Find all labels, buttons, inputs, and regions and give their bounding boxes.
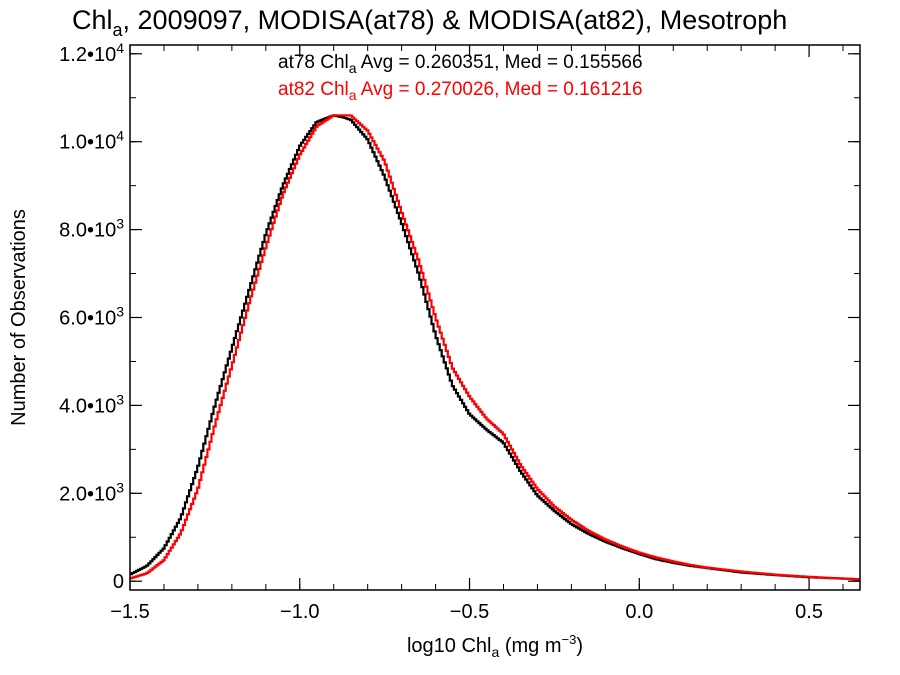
chart-title-base: Chl	[72, 5, 113, 35]
x-tick-label: −1.5	[110, 601, 149, 623]
y-tick-label: 1.0•104	[59, 128, 124, 154]
y-tick-label: 1.2•104	[59, 40, 124, 66]
chart-title: Chla, 2009097, MODISA(at78) & MODISA(at8…	[72, 5, 787, 40]
y-tick-label: 4.0•103	[59, 391, 124, 417]
annotation-at78: at78 Chla Avg = 0.260351, Med = 0.155566	[278, 52, 643, 76]
y-tick-label: 2.0•103	[59, 479, 124, 505]
x-tick-label: 0.0	[625, 601, 653, 623]
x-tick-label: 0.5	[795, 601, 823, 623]
x-tick-label: −0.5	[450, 601, 489, 623]
annotation-at82: at82 Chla Avg = 0.270026, Med = 0.161216	[278, 79, 643, 103]
annotation-layer: at78 Chla Avg = 0.260351, Med = 0.155566…	[278, 52, 643, 103]
x-axis-label: log10 Chla (mg m−3)	[407, 632, 583, 660]
y-tick-label: 6.0•103	[59, 304, 124, 330]
plot-frame	[129, 44, 861, 591]
x-axis-label-units: (mg m	[499, 635, 561, 657]
series-layer	[130, 114, 861, 581]
series-at82-line	[130, 114, 861, 581]
chart-title-rest: , 2009097, MODISA(at78) & MODISA(at82), …	[123, 5, 788, 35]
y-tick-label: 8.0•103	[59, 216, 124, 242]
x-tick-label: −1.0	[280, 601, 319, 623]
x-axis-label-units-exponent: −3	[562, 632, 577, 647]
series-at78-line	[130, 114, 861, 581]
y-tick-label: 0	[113, 571, 124, 593]
y-axis-label: Number of Observations	[8, 209, 30, 426]
x-axis-label-units-close: )	[576, 635, 583, 657]
x-axis-label-base: log10 Chl	[407, 635, 492, 657]
chart-title-subscript: a	[113, 20, 124, 40]
x-axis-label-subscript: a	[492, 644, 500, 660]
ticks-layer: −1.5 −1.0 −0.5 0.0 0.5 0 2.0•103 4.0•103 6.0•103…	[59, 40, 860, 623]
